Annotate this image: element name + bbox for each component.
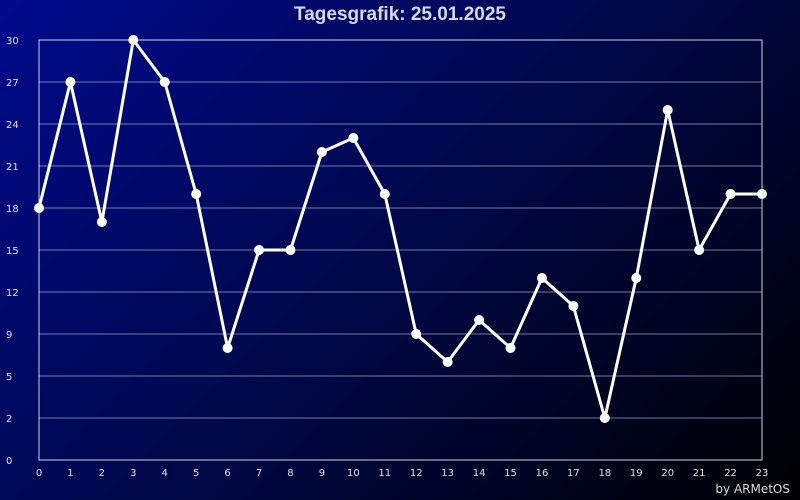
y-tick-label: 24 — [6, 120, 19, 131]
data-point — [316, 147, 327, 157]
x-tick-label: 19 — [630, 468, 643, 479]
x-tick-label: 20 — [661, 468, 674, 479]
y-tick-label: 0 — [6, 456, 12, 467]
data-point — [662, 105, 673, 115]
data-point — [285, 245, 296, 255]
data-point — [254, 245, 265, 255]
x-tick-label: 13 — [441, 468, 454, 479]
data-point — [505, 343, 516, 353]
data-point — [474, 315, 485, 325]
x-tick-label: 17 — [567, 468, 580, 479]
data-point — [725, 189, 736, 199]
series-layer — [34, 35, 767, 423]
data-point — [159, 77, 170, 87]
data-point — [568, 301, 579, 311]
x-tick-label: 7 — [256, 468, 262, 479]
x-tick-label: 21 — [693, 468, 706, 479]
x-axis-ticks: 0 1 2 3 4 5 6 7 8 9 10 11 12 13 14 15 16 17 18 19 20 21 22 23 — [36, 468, 769, 479]
data-point — [536, 273, 547, 283]
y-tick-label: 21 — [6, 162, 19, 173]
data-point — [34, 203, 44, 213]
data-point — [222, 343, 233, 353]
y-tick-label: 5 — [6, 372, 12, 383]
x-tick-label: 10 — [347, 468, 360, 479]
grid-lines — [39, 39, 762, 461]
data-point — [411, 329, 422, 339]
data-point — [757, 189, 767, 199]
data-point — [631, 273, 642, 283]
x-tick-label: 4 — [162, 468, 168, 479]
y-tick-label: 30 — [6, 36, 19, 47]
x-tick-label: 1 — [67, 468, 73, 479]
y-tick-label: 2 — [6, 414, 12, 425]
credit-text: by ARMetOS — [715, 482, 790, 496]
x-tick-label: 18 — [598, 468, 611, 479]
y-tick-label: 12 — [6, 288, 19, 299]
x-tick-label: 23 — [756, 468, 769, 479]
x-tick-label: 6 — [224, 468, 230, 479]
data-point — [442, 357, 453, 367]
data-point — [65, 77, 76, 87]
data-point — [128, 35, 139, 45]
data-point — [599, 413, 610, 423]
x-tick-label: 11 — [378, 468, 391, 479]
x-tick-label: 3 — [130, 468, 136, 479]
data-point — [348, 133, 359, 143]
y-tick-label: 15 — [6, 246, 19, 257]
y-tick-label: 27 — [6, 78, 19, 89]
x-tick-label: 2 — [99, 468, 105, 479]
x-tick-label: 9 — [319, 468, 325, 479]
data-point — [96, 217, 107, 227]
data-point — [694, 245, 705, 255]
data-point — [379, 189, 390, 199]
x-tick-label: 15 — [504, 468, 517, 479]
x-tick-label: 14 — [473, 468, 486, 479]
chart-title: Tagesgrafik: 25.01.2025 — [294, 4, 506, 25]
x-tick-label: 12 — [410, 468, 423, 479]
x-tick-label: 8 — [287, 468, 293, 479]
y-tick-label: 9 — [6, 330, 12, 341]
plot-frame — [38, 39, 763, 461]
x-tick-label: 16 — [536, 468, 549, 479]
x-tick-label: 0 — [36, 468, 42, 479]
series-line — [37, 38, 762, 420]
y-tick-label: 18 — [6, 204, 19, 215]
data-point — [191, 189, 202, 199]
x-tick-label: 22 — [724, 468, 737, 479]
y-axis-ticks: 0 2 5 9 12 15 18 21 24 27 30 — [6, 36, 19, 467]
x-tick-label: 5 — [193, 468, 199, 479]
